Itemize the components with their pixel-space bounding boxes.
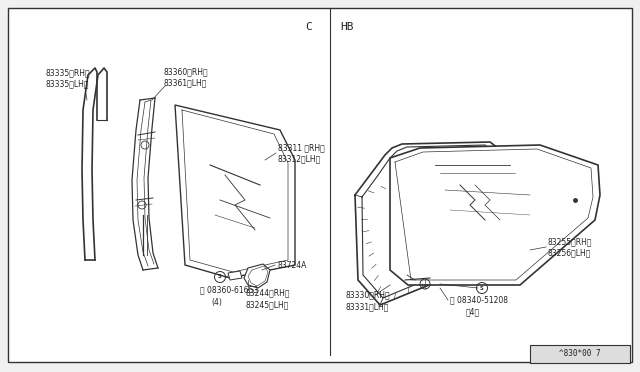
Text: 83330〈RH〉: 83330〈RH〉 [345,291,390,299]
Text: C: C [305,22,312,32]
Text: 83361〈LH〉: 83361〈LH〉 [163,78,206,87]
Polygon shape [244,264,270,288]
Polygon shape [390,145,600,285]
Text: 83331〈LH〉: 83331〈LH〉 [345,302,388,311]
Text: 83335〈RH〉: 83335〈RH〉 [45,68,90,77]
Text: 83360〈RH〉: 83360〈RH〉 [163,67,207,77]
Text: 83312〈LH〉: 83312〈LH〉 [278,154,321,164]
Text: HB: HB [340,22,353,32]
Text: S: S [480,285,484,291]
Text: 83311 〈RH〉: 83311 〈RH〉 [278,144,324,153]
Text: 83244〈RH〉: 83244〈RH〉 [246,289,291,298]
Text: Ⓢ 08360-61653: Ⓢ 08360-61653 [200,285,259,295]
Text: 83245〈LH〉: 83245〈LH〉 [246,301,289,310]
Text: 83256〈LH〉: 83256〈LH〉 [548,248,591,257]
Text: ^830*00 7: ^830*00 7 [559,350,601,359]
Text: 83724A: 83724A [277,260,307,269]
Text: 83255〈RH〉: 83255〈RH〉 [548,237,593,247]
Text: S: S [218,275,222,279]
Polygon shape [228,271,242,280]
Text: 〈4〉: 〈4〉 [466,308,480,317]
Polygon shape [175,105,295,278]
Text: Ⓢ 08340-51208: Ⓢ 08340-51208 [450,295,508,305]
Text: 83335〈LH〉: 83335〈LH〉 [45,80,88,89]
Text: (4): (4) [211,298,222,307]
Bar [530,345,630,363]
